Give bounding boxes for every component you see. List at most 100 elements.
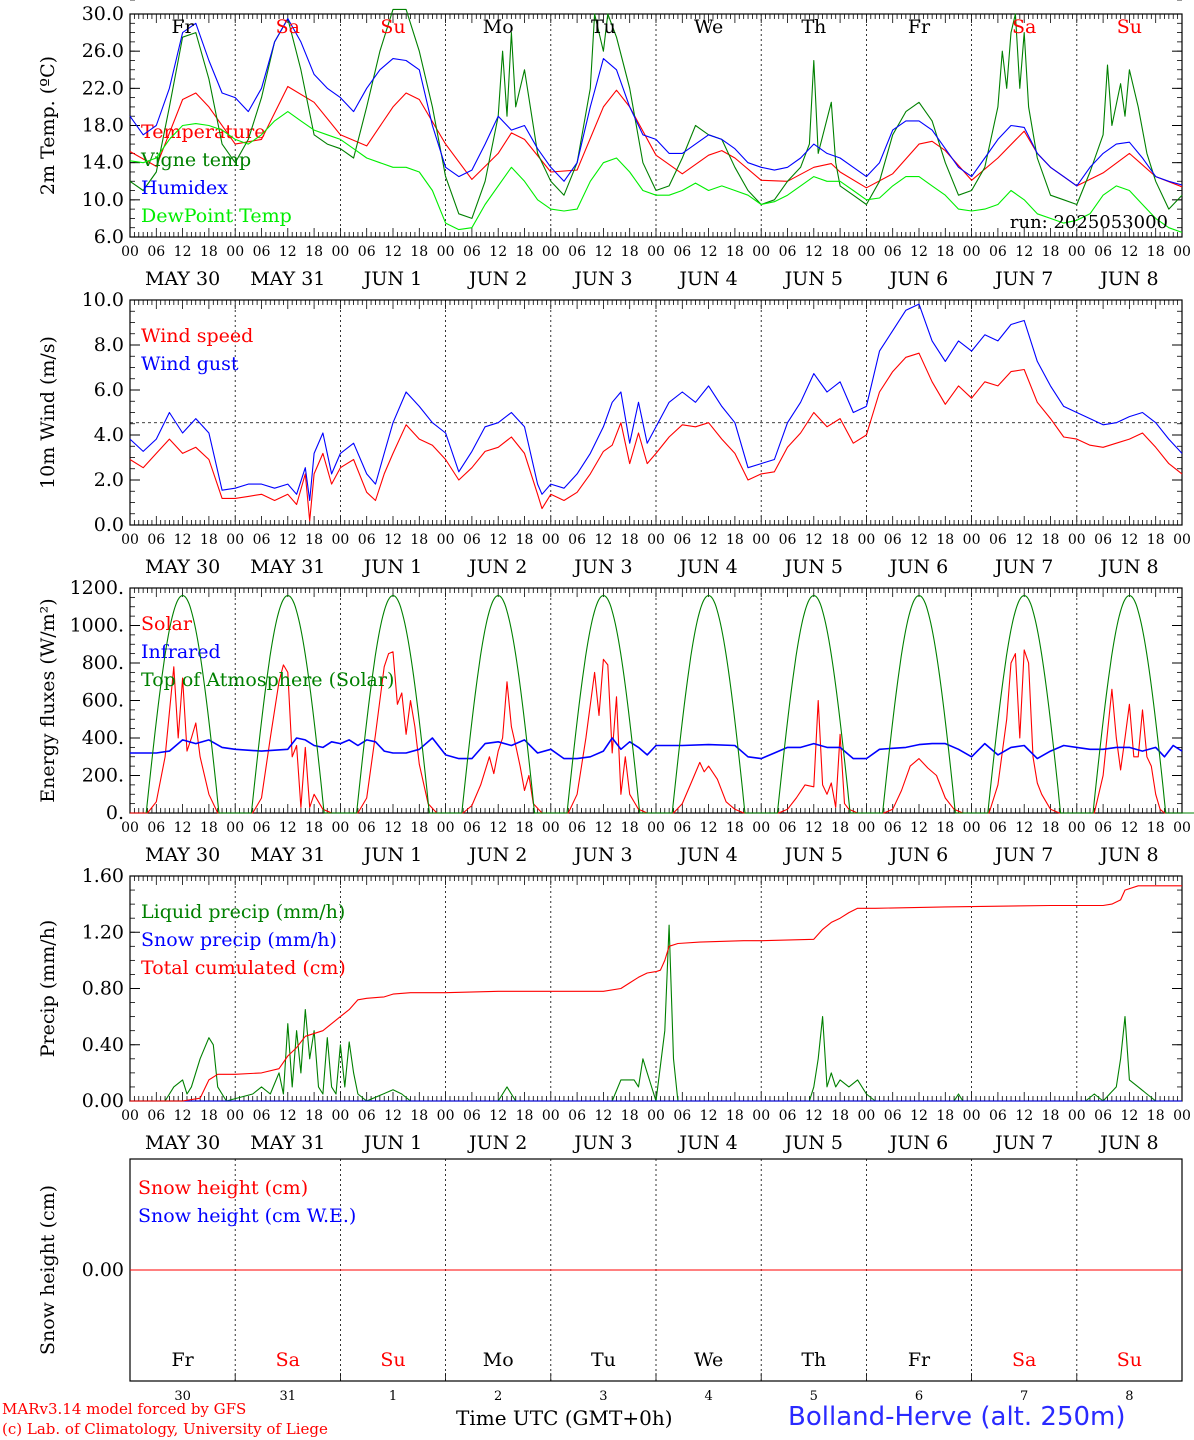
hour-label: 18 (1147, 244, 1165, 260)
date-label: JUN 2 (467, 556, 527, 578)
y-tick-label: 800. (82, 652, 124, 674)
y-tick-label: 200. (82, 765, 124, 787)
hour-label: 12 (174, 820, 192, 836)
date-label: JUN 3 (572, 844, 632, 866)
hour-label: 18 (1042, 1108, 1060, 1124)
hour-label: 12 (805, 244, 823, 260)
day-number: 4 (704, 1389, 712, 1404)
date-label: MAY 30 (145, 556, 220, 578)
hour-label: 06 (989, 532, 1007, 548)
hour-label: 12 (1120, 244, 1138, 260)
hour-label: 00 (963, 532, 981, 548)
hour-label: 12 (594, 532, 612, 548)
day-name: Fr (908, 1349, 931, 1371)
day-name: We (694, 16, 723, 38)
series-line-dewpoint-temp (129, 111, 1183, 233)
hour-label: 12 (910, 1108, 928, 1124)
date-label: JUN 1 (362, 268, 422, 290)
hour-label: 18 (726, 244, 744, 260)
hour-label: 18 (726, 820, 744, 836)
hour-label: 18 (305, 820, 323, 836)
hour-label: 00 (121, 244, 139, 260)
y-tick-label: 10.0 (82, 289, 124, 311)
series-line-humidex (129, 18, 1183, 187)
panel-wind: 0.0 2.0 4.0 6.0 8.0 10.0 10m Wind (m/s) Wind sp… (37, 289, 1191, 578)
hour-label: 06 (884, 532, 902, 548)
hour-label: 06 (568, 244, 586, 260)
hour-label: 06 (463, 820, 481, 836)
hour-label: 18 (305, 532, 323, 548)
hour-label: 12 (489, 820, 507, 836)
hour-label: 06 (884, 244, 902, 260)
date-label: JUN 6 (888, 556, 948, 578)
day-number: 3 (599, 1389, 607, 1404)
hour-label: 18 (621, 244, 639, 260)
date-label: JUN 6 (888, 844, 948, 866)
hour-label: 18 (621, 532, 639, 548)
date-label: JUN 3 (572, 268, 632, 290)
hour-label: 00 (437, 1108, 455, 1124)
day-name: We (694, 1349, 723, 1371)
hour-label: 00 (647, 1108, 665, 1124)
hour-label: 00 (1068, 244, 1086, 260)
hour-label: 12 (1120, 532, 1138, 548)
y-tick-label: 26.0 (82, 40, 124, 62)
hour-label: 18 (1147, 1108, 1165, 1124)
hour-label: 00 (857, 820, 875, 836)
hour-label: 00 (121, 1108, 139, 1124)
hour-label: 18 (1042, 244, 1060, 260)
y-tick-label: 1.60 (82, 865, 124, 887)
hour-label: 00 (542, 820, 560, 836)
hour-label: 06 (568, 532, 586, 548)
hour-label: 00 (1173, 244, 1191, 260)
hour-label: 06 (463, 244, 481, 260)
hour-label: 18 (516, 820, 534, 836)
hour-label: 00 (857, 532, 875, 548)
hour-label: 18 (831, 244, 849, 260)
hour-label: 06 (1094, 244, 1112, 260)
hour-label: 12 (1015, 820, 1033, 836)
hour-label: 18 (936, 244, 954, 260)
day-name: Sa (276, 16, 300, 38)
date-label: MAY 30 (145, 1132, 220, 1154)
hour-label: 12 (910, 532, 928, 548)
hour-label: 12 (700, 820, 718, 836)
hour-label: 06 (147, 532, 165, 548)
hour-label: 12 (594, 820, 612, 836)
date-label: JUN 1 (362, 1132, 422, 1154)
hour-label: 18 (200, 532, 218, 548)
series-line-total-cumulated-cm- (130, 885, 1182, 1102)
date-label: MAY 30 (145, 844, 220, 866)
y-tick-label: 30.0 (82, 3, 124, 25)
hour-label: 00 (226, 532, 244, 548)
y-tick-label: 8.0 (94, 334, 124, 356)
hour-label: 12 (1120, 1108, 1138, 1124)
hour-label: 00 (1068, 1108, 1086, 1124)
legend-entry: Humidex (141, 177, 228, 199)
y-tick-label: 18.0 (82, 115, 124, 137)
hour-label: 06 (779, 1108, 797, 1124)
legend-entry: Snow height (cm W.E.) (138, 1205, 356, 1227)
date-label: JUN 8 (1098, 268, 1158, 290)
day-name: Sa (1012, 1349, 1036, 1371)
day-name: Sa (276, 1349, 300, 1371)
hour-label: 06 (253, 820, 271, 836)
hour-label: 18 (936, 532, 954, 548)
y-tick-label: 0.80 (82, 978, 124, 1000)
hour-label: 18 (936, 820, 954, 836)
y-tick-label: 14.0 (82, 152, 124, 174)
hour-label: 06 (884, 820, 902, 836)
panel-temp: 6.0 10.0 14.0 18.0 22.0 26.0 30.0 2m Temp. (ºC)… (37, 3, 1191, 290)
hour-label: 18 (200, 244, 218, 260)
date-label: JUN 5 (783, 268, 843, 290)
hour-label: 12 (174, 532, 192, 548)
hour-label: 18 (1042, 532, 1060, 548)
day-name: Fr (171, 1349, 194, 1371)
date-label: JUN 4 (677, 1132, 737, 1154)
day-number: 5 (810, 1389, 818, 1404)
hour-label: 12 (910, 820, 928, 836)
hour-label: 00 (1173, 532, 1191, 548)
date-label: JUN 5 (783, 1132, 843, 1154)
legend-entry: Snow height (cm) (138, 1177, 308, 1199)
